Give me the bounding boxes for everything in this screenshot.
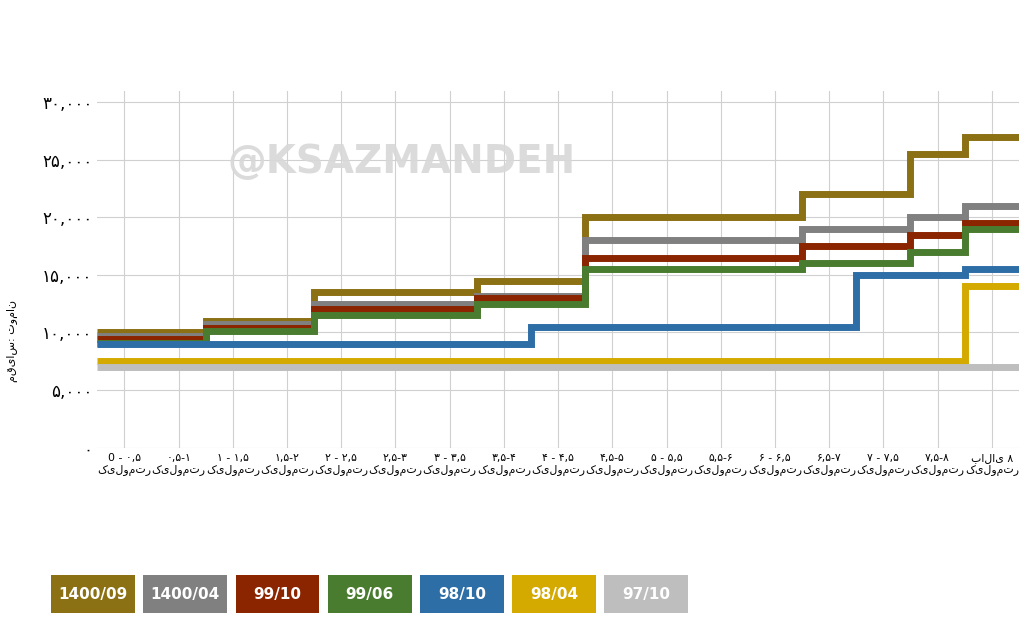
FancyBboxPatch shape	[512, 575, 596, 613]
Text: 1400/04: 1400/04	[151, 587, 220, 602]
Text: 98/04: 98/04	[530, 587, 578, 602]
Text: 99/10: 99/10	[254, 587, 301, 602]
FancyBboxPatch shape	[604, 575, 688, 613]
Text: @KSAZMANDEH: @KSAZMANDEH	[227, 143, 575, 181]
FancyBboxPatch shape	[143, 575, 227, 613]
Text: 1400/09: 1400/09	[58, 587, 128, 602]
FancyBboxPatch shape	[236, 575, 319, 613]
FancyBboxPatch shape	[420, 575, 504, 613]
Text: نمودار مقایسه‌ای مزد پرداختی در هر سفارش به پیک موتوری اسنپ‌فود (1397 تا 1400): نمودار مقایسه‌ای مزد پرداختی در هر سفارش…	[0, 29, 1024, 55]
FancyBboxPatch shape	[51, 575, 135, 613]
FancyBboxPatch shape	[328, 575, 412, 613]
Text: 99/06: 99/06	[345, 587, 394, 602]
Text: 98/10: 98/10	[438, 587, 485, 602]
Text: مقیاس: تومان: مقیاس: تومان	[7, 299, 17, 382]
Text: 97/10: 97/10	[623, 587, 670, 602]
